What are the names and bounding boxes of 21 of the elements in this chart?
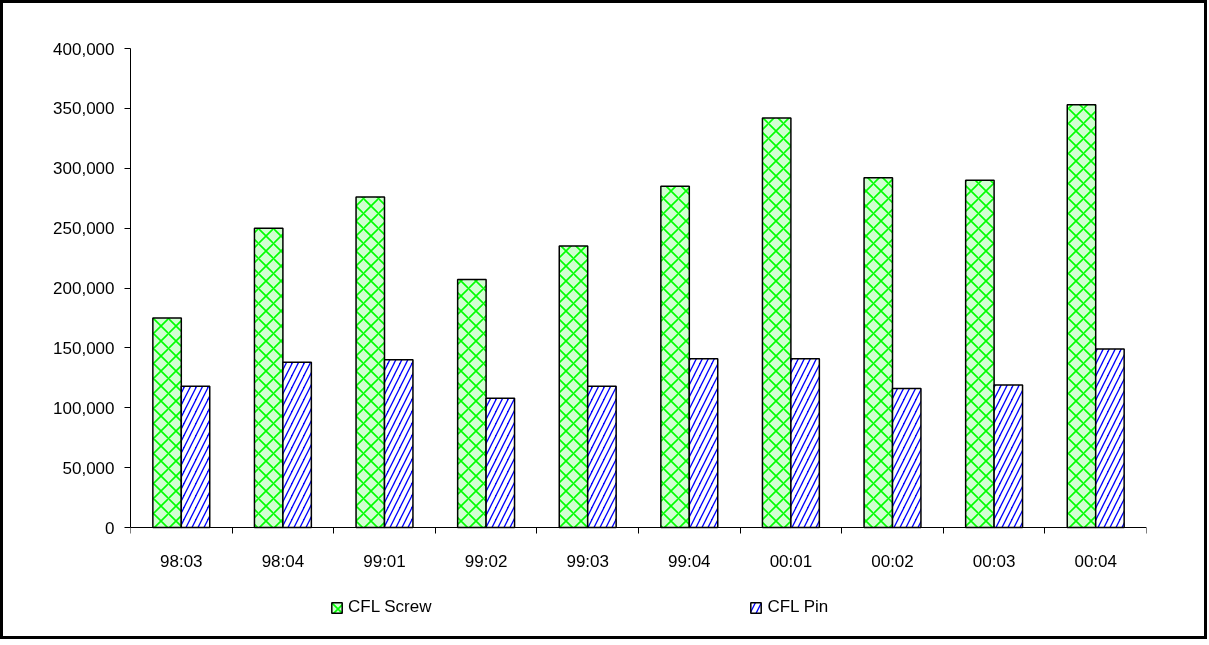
y-tick-label: 300,000 — [53, 159, 115, 179]
x-tick-label: 00:01 — [769, 551, 813, 571]
x-tick-label: 00:02 — [871, 551, 914, 571]
x-tick-label: 00:04 — [1074, 551, 1117, 571]
legend-label: CFL Pin — [767, 597, 829, 617]
y-tick-label: 200,000 — [53, 279, 115, 298]
x-tick-label: 98:04 — [261, 551, 305, 571]
x-tick-label: 00:03 — [972, 551, 1016, 571]
y-tick-label: 250,000 — [53, 219, 115, 239]
legend-label: CFL Screw — [348, 597, 432, 617]
y-tick-label: 350,000 — [53, 99, 115, 119]
x-tick-label: 99:01 — [363, 551, 406, 571]
y-tick-label: 100,000 — [53, 398, 115, 418]
x-tick-label: 99:02 — [464, 551, 508, 571]
y-tick-label: 0 — [105, 518, 115, 538]
x-tick-label: 99:03 — [566, 551, 609, 571]
y-tick-label: 50,000 — [62, 458, 115, 478]
y-tick-label: 150,000 — [53, 338, 115, 358]
x-tick-label: 98:03 — [160, 551, 203, 571]
x-tick-label: 99:04 — [668, 551, 711, 571]
y-tick-label: 400,000 — [53, 39, 115, 59]
